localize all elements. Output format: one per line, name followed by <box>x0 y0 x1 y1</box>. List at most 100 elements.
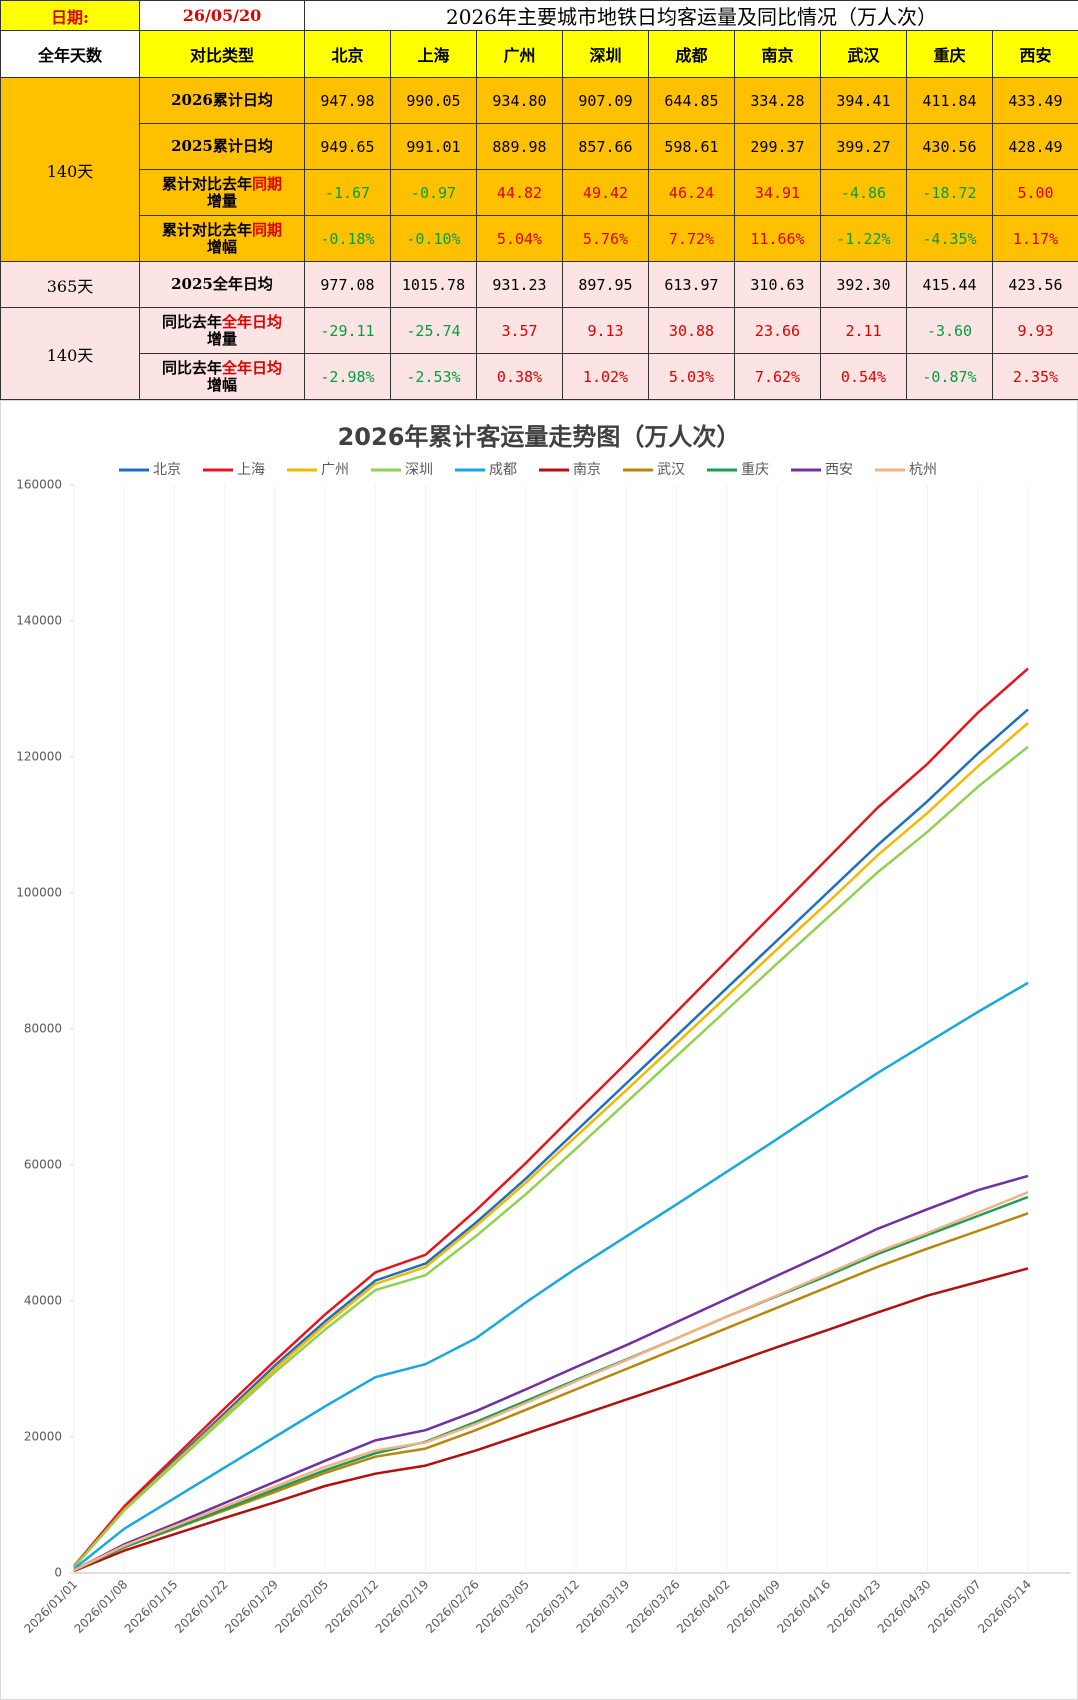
data-row: 同比去年全年日均 增幅 -2.98% -2.53% 0.38% 1.02% 5.03% 7.6… <box>0 353 1078 400</box>
series-line <box>73 1212 1029 1572</box>
value-cell: -18.72 <box>906 169 993 216</box>
y-tick-label: 100000 <box>16 886 62 900</box>
value-cell: 0.38% <box>476 353 563 400</box>
value-cell: -2.53% <box>390 353 477 400</box>
value-cell: 3.57 <box>476 307 563 354</box>
value-cell: 44.82 <box>476 169 563 216</box>
series-line <box>73 722 1029 1568</box>
value-cell: 931.23 <box>476 261 563 308</box>
value-cell: 990.05 <box>390 77 477 124</box>
value-cell: 7.62% <box>734 353 821 400</box>
legend-label: 武汉 <box>657 462 685 478</box>
value-cell: -4.35% <box>906 215 993 262</box>
value-cell: 9.13 <box>562 307 649 354</box>
legend-label: 重庆 <box>741 462 769 478</box>
value-cell: 433.49 <box>992 77 1078 124</box>
value-cell: 947.98 <box>304 77 391 124</box>
series-line <box>73 667 1029 1568</box>
date: 26/05/20 <box>139 0 305 31</box>
legend-label: 上海 <box>237 462 265 478</box>
data-row: 2025累计日均 949.65 991.01 889.98 857.66 598.61 29… <box>0 123 1078 170</box>
value-cell: 430.56 <box>906 123 993 170</box>
label-part: 增幅 <box>206 237 237 256</box>
series-line <box>73 1191 1029 1572</box>
row-label: 累计对比去年同期 增幅 <box>139 215 305 262</box>
value-cell: 1015.78 <box>390 261 477 308</box>
value-cell: 399.27 <box>820 123 907 170</box>
data-row: 365天 2025全年日均 977.08 1015.78 931.23 897.95 613… <box>0 261 1078 308</box>
header-city: 北京 <box>304 30 391 78</box>
days-cell: 365天 <box>0 261 140 308</box>
y-tick-label: 20000 <box>24 1430 62 1444</box>
value-cell: 857.66 <box>562 123 649 170</box>
legend-label: 杭州 <box>909 462 937 478</box>
row-label: 累计对比去年同期 增量 <box>139 169 305 216</box>
value-cell: 310.63 <box>734 261 821 308</box>
value-cell: 2.35% <box>992 353 1078 400</box>
value-cell: -2.98% <box>304 353 391 400</box>
value-cell: 897.95 <box>562 261 649 308</box>
value-cell: 34.91 <box>734 169 821 216</box>
y-tick-label: 0 <box>54 1566 62 1580</box>
label-part: 累计对比去年 <box>161 220 252 239</box>
data-row: 140天 同比去年全年日均 增量 -29.11 -25.74 3.57 9.13 30.88 2… <box>0 307 1078 400</box>
value-cell: 46.24 <box>648 169 735 216</box>
data-row: 累计对比去年同期 增幅 -0.18% -0.10% 5.04% 5.76% 7.72% 11.… <box>0 215 1078 262</box>
value-cell: -29.11 <box>304 307 391 354</box>
header-city: 西安 <box>992 30 1078 78</box>
header-city: 深圳 <box>562 30 649 78</box>
value-cell: 30.88 <box>648 307 735 354</box>
header-type: 对比类型 <box>139 30 305 78</box>
chart-frame <box>0 400 1078 1700</box>
value-cell: 949.65 <box>304 123 391 170</box>
value-cell: -0.97 <box>390 169 477 216</box>
series-line <box>73 1195 1029 1572</box>
days-cell: 140天 <box>0 77 140 262</box>
series-line <box>73 981 1029 1570</box>
value-cell: 2.11 <box>820 307 907 354</box>
value-cell: -3.60 <box>906 307 993 354</box>
header-city: 南京 <box>734 30 821 78</box>
value-cell: 415.44 <box>906 261 993 308</box>
value-cell: 991.01 <box>390 123 477 170</box>
series-line <box>73 1267 1029 1573</box>
legend-label: 成都 <box>489 462 517 478</box>
y-tick-label: 140000 <box>16 614 62 628</box>
y-tick-label: 160000 <box>16 478 62 492</box>
value-cell: 5.76% <box>562 215 649 262</box>
value-cell: 49.42 <box>562 169 649 216</box>
row-label: 同比去年全年日均 增量 <box>139 307 305 354</box>
label-part: 增量 <box>206 329 237 348</box>
series-line <box>73 1174 1029 1572</box>
value-cell: -25.74 <box>390 307 477 354</box>
row-label: 同比去年全年日均 增幅 <box>139 353 305 400</box>
label-part: 增量 <box>206 191 237 210</box>
y-tick-label: 80000 <box>24 1022 62 1036</box>
header-city: 成都 <box>648 30 735 78</box>
header-row: 全年天数 对比类型 北京 上海 广州 深圳 成都 南京 武汉 重庆 西安 <box>0 30 1078 78</box>
label-part: 同期 <box>252 174 283 193</box>
value-cell: 7.72% <box>648 215 735 262</box>
label-part: 累计对比去年 <box>161 174 252 193</box>
value-cell: -0.87% <box>906 353 993 400</box>
series-line <box>73 708 1029 1568</box>
row-label: 2025全年日均 <box>139 261 305 308</box>
chart: 2026年累计客运量走势图（万人次） 0 20000 40000 60000 80000… <box>0 400 1078 1700</box>
days-cell: 140天 <box>0 307 140 400</box>
value-cell: 889.98 <box>476 123 563 170</box>
header-city: 武汉 <box>820 30 907 78</box>
value-cell: 392.30 <box>820 261 907 308</box>
value-cell: 644.85 <box>648 77 735 124</box>
value-cell: -4.86 <box>820 169 907 216</box>
value-cell: 907.09 <box>562 77 649 124</box>
legend-label: 西安 <box>825 462 853 478</box>
value-cell: 1.17% <box>992 215 1078 262</box>
label-part: 2025全年日均 <box>171 275 273 293</box>
value-cell: 613.97 <box>648 261 735 308</box>
value-cell: 5.04% <box>476 215 563 262</box>
legend-label: 南京 <box>573 462 601 478</box>
value-cell: 423.56 <box>992 261 1078 308</box>
row-label: 2025累计日均 <box>139 123 305 170</box>
value-cell: -0.10% <box>390 215 477 262</box>
